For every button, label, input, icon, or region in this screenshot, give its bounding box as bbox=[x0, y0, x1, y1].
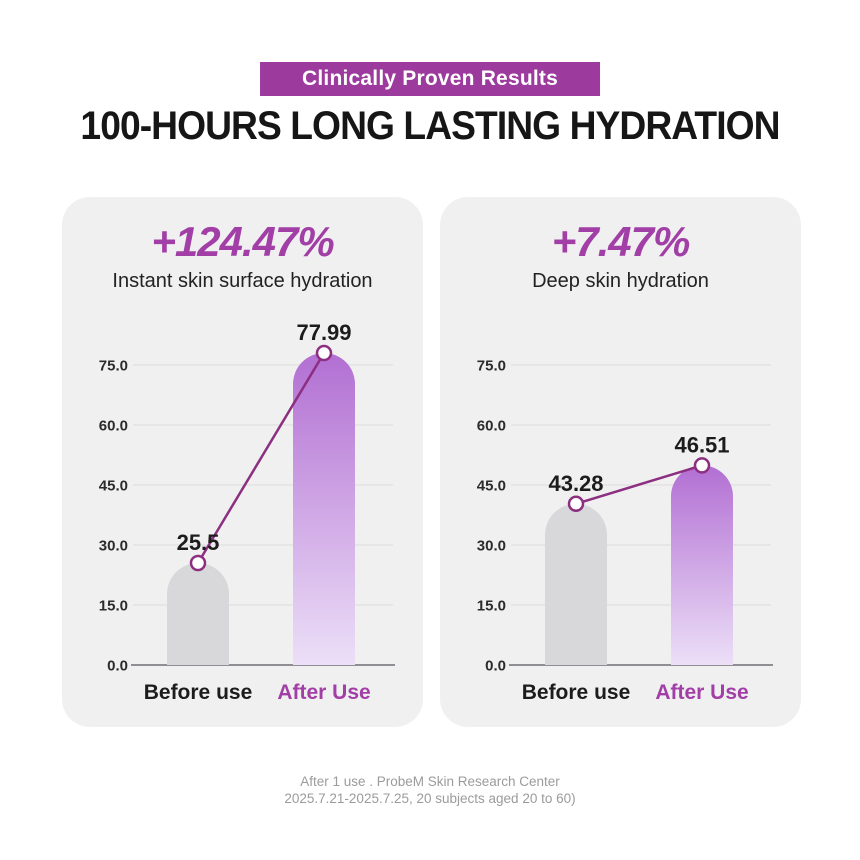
bar-chart-svg: 75.0 60.0 45.0 30.0 15.0 0.0 43.28 46.51 Before … bbox=[477, 358, 773, 704]
data-point-marker bbox=[189, 554, 207, 572]
y-tick-label: 0.0 bbox=[485, 658, 506, 675]
connector-line bbox=[196, 352, 326, 564]
footnote: After 1 use . ProbeM Skin Research Cente… bbox=[0, 773, 860, 807]
data-point-marker bbox=[315, 344, 333, 362]
y-tick-label: 30.0 bbox=[99, 538, 128, 555]
y-tick-label: 45.0 bbox=[477, 478, 506, 495]
panel-instant-skin-hydration: +124.47% Instant skin surface hydration … bbox=[62, 197, 423, 727]
value-label-before-use: 25.5 bbox=[177, 530, 220, 555]
footnote-line2: 2025.7.21-2025.7.25, 20 subjects aged 20… bbox=[284, 791, 576, 806]
connector-line bbox=[575, 464, 703, 506]
chart-panels: +124.47% Instant skin surface hydration … bbox=[62, 197, 801, 727]
bar-after-use bbox=[671, 465, 733, 666]
bar-before-use bbox=[545, 504, 607, 666]
value-label-after-use: 46.51 bbox=[674, 433, 729, 458]
percent-change-instant: +124.47% bbox=[151, 218, 334, 265]
y-tick-label: 45.0 bbox=[99, 478, 128, 495]
bar-before-use bbox=[167, 563, 229, 666]
category-label-after-use: After Use bbox=[277, 681, 370, 704]
data-point-marker bbox=[567, 495, 585, 513]
bar-chart-svg: 75.0 60.0 45.0 30.0 15.0 0.0 25.5 77.99 Before u… bbox=[99, 320, 395, 704]
y-tick-label: 75.0 bbox=[99, 358, 128, 375]
page-title: 100-HOURS LONG LASTING HYDRATION bbox=[80, 104, 780, 148]
y-tick-label: 75.0 bbox=[477, 358, 506, 375]
clinically-proven-badge: Clinically Proven Results bbox=[260, 62, 600, 96]
value-label-after-use: 77.99 bbox=[296, 320, 351, 345]
bar-chart-deep: 75.0 60.0 45.0 30.0 15.0 0.0 43.28 46.51 Before … bbox=[440, 317, 801, 717]
y-tick-label: 0.0 bbox=[107, 658, 128, 675]
percent-change-deep: +7.47% bbox=[551, 218, 691, 265]
badge-label: Clinically Proven Results bbox=[302, 67, 558, 90]
bar-chart-instant: 75.0 60.0 45.0 30.0 15.0 0.0 25.5 77.99 Before u… bbox=[62, 317, 423, 717]
y-tick-label: 15.0 bbox=[99, 598, 128, 615]
y-tick-label: 60.0 bbox=[99, 418, 128, 435]
panel-deep-skin-hydration: +7.47% Deep skin hydration 75.0 60.0 45.0 3… bbox=[440, 197, 801, 727]
y-tick-label: 60.0 bbox=[477, 418, 506, 435]
bar-after-use bbox=[293, 353, 355, 666]
chart-subtitle-deep: Deep skin hydration bbox=[532, 270, 709, 293]
value-label-before-use: 43.28 bbox=[548, 471, 603, 496]
y-tick-label: 30.0 bbox=[477, 538, 506, 555]
category-label-before-use: Before use bbox=[144, 681, 253, 704]
data-point-marker bbox=[693, 457, 711, 474]
y-tick-label: 15.0 bbox=[477, 598, 506, 615]
chart-subtitle-instant: Instant skin surface hydration bbox=[112, 270, 373, 293]
category-label-after-use: After Use bbox=[655, 681, 748, 704]
category-label-before-use: Before use bbox=[522, 681, 631, 704]
footnote-line1: After 1 use . ProbeM Skin Research Cente… bbox=[300, 774, 560, 789]
